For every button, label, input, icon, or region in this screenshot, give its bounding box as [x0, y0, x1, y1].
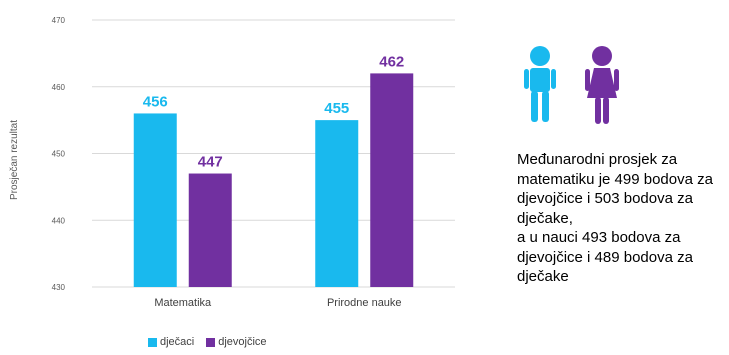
x-category-label: Matematika	[154, 297, 212, 309]
legend-item-boys: dječaci	[148, 336, 194, 348]
data-label: 456	[143, 93, 168, 110]
data-label: 447	[198, 154, 223, 171]
gender-icons	[515, 44, 645, 131]
y-tick-label: 460	[52, 83, 66, 92]
data-label: 462	[379, 53, 404, 70]
y-tick-label: 430	[52, 283, 66, 292]
legend-label-boys: dječaci	[160, 336, 195, 348]
y-tick-label: 440	[52, 216, 66, 225]
y-axis-label: Prosječan rezultat	[9, 120, 20, 200]
bar-girls	[370, 73, 414, 288]
girl-icon	[585, 46, 619, 124]
legend-swatch-boys	[148, 337, 157, 347]
legend: dječaci djevojčice	[148, 336, 267, 348]
boy-icon	[524, 46, 556, 122]
bar-boys	[133, 113, 177, 287]
international-average-note: Međunarodni prosjek za matematiku je 499…	[517, 151, 713, 285]
legend-item-girls: djevojčice	[206, 336, 267, 348]
legend-label-girls: djevojčice	[218, 336, 267, 348]
bar-boys	[315, 120, 359, 287]
data-label: 455	[324, 100, 349, 117]
bars	[133, 73, 414, 288]
x-category-label: Prirodne nauke	[327, 297, 402, 309]
labels: 430 440 450 460 470 456 447 Matematika 455 462 Pri…	[52, 16, 405, 309]
y-tick-label: 470	[52, 16, 66, 25]
y-tick-label: 450	[52, 150, 66, 159]
legend-swatch-girls	[206, 337, 216, 347]
bar-girls	[188, 173, 232, 287]
